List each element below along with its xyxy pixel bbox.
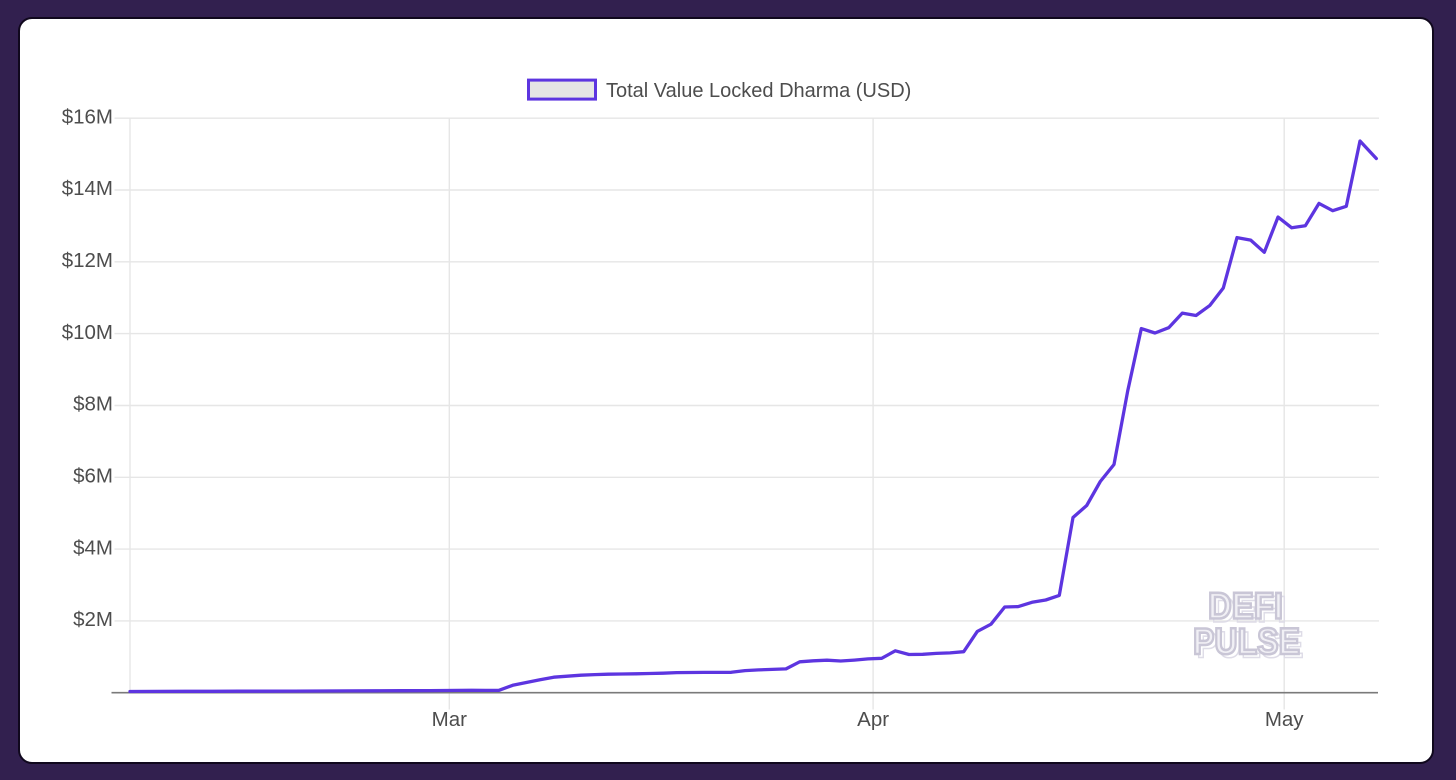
svg-text:Apr: Apr: [857, 708, 889, 731]
svg-text:$2M: $2M: [73, 608, 113, 631]
svg-text:$8M: $8M: [73, 393, 113, 416]
svg-text:DEFI: DEFI: [1212, 589, 1287, 630]
svg-text:$16M: $16M: [62, 105, 113, 128]
svg-text:May: May: [1265, 708, 1304, 731]
svg-text:$4M: $4M: [73, 536, 113, 559]
svg-text:PULSE: PULSE: [1193, 621, 1300, 662]
svg-text:Total Value Locked Dharma (USD: Total Value Locked Dharma (USD): [606, 80, 911, 102]
svg-text:Mar: Mar: [432, 708, 467, 731]
svg-text:PULSE: PULSE: [1197, 624, 1304, 665]
svg-text:$10M: $10M: [62, 321, 113, 344]
svg-text:$12M: $12M: [62, 249, 113, 272]
svg-text:DEFI: DEFI: [1208, 586, 1283, 627]
svg-text:$14M: $14M: [62, 177, 113, 200]
svg-text:$6M: $6M: [73, 465, 113, 488]
